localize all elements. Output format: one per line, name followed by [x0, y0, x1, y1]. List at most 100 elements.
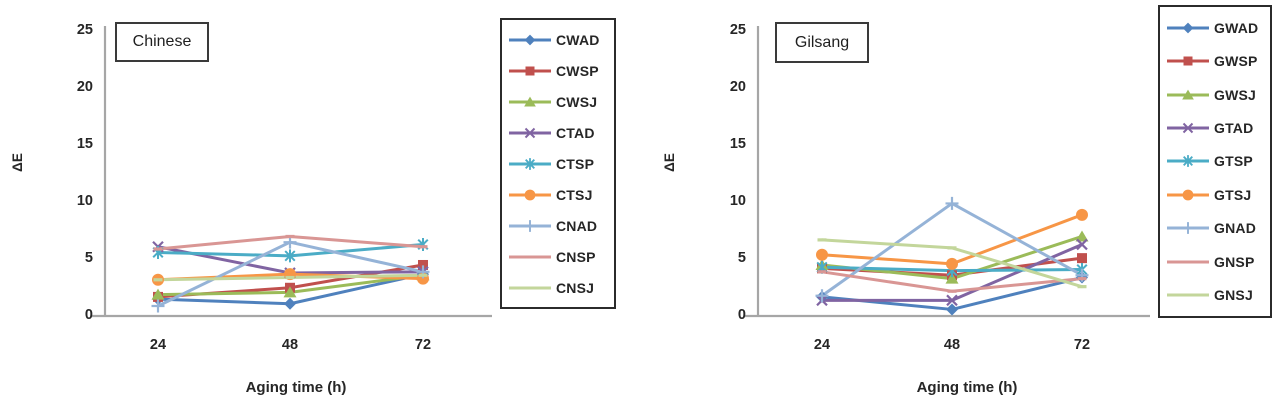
series-marker-CNSJ [153, 278, 163, 282]
legend-marker-glyph [525, 66, 535, 75]
legend-item-GNAD: GNAD [1165, 218, 1265, 238]
series-marker-CNAD [151, 299, 165, 313]
chart-title: Chinese [115, 22, 209, 62]
legend-marker-glyph [524, 96, 536, 106]
series-line-GTSJ [820, 213, 1084, 266]
series-marker-CWSJ [283, 286, 297, 298]
legend-marker-glyph [524, 34, 536, 45]
series-marker-GNAD [945, 196, 959, 210]
legend-marker-glyph [524, 189, 536, 200]
legend-marker-glyph [1182, 122, 1194, 134]
x-marker-icon [1167, 122, 1209, 134]
y-axis-label: ΔE [661, 153, 677, 172]
series-marker-GTSJ [946, 257, 958, 270]
legend-marker-glyph [525, 286, 535, 289]
legend-marker-glyph [525, 255, 535, 258]
series-marker-CWSJ [151, 288, 165, 300]
legend-item-CNAD: CNAD [507, 216, 609, 236]
legend-item-GWSJ: GWSJ [1165, 85, 1265, 105]
y-tick-label: 25 [77, 22, 93, 38]
diamond-marker-icon [509, 34, 551, 45]
legend-item-label: GWSJ [1214, 86, 1257, 103]
legend-item-GWAD: GWAD [1165, 18, 1265, 38]
series-marker-CWSP [418, 259, 428, 270]
legend-item-CTSP: CTSP [507, 154, 609, 174]
series-marker-GWSP [1077, 253, 1087, 264]
square-marker-icon [509, 66, 551, 75]
y-tick-label: 0 [85, 307, 93, 323]
y-tick-label: 5 [85, 250, 93, 266]
y-axis-label: ΔE [9, 153, 25, 172]
dash-marker-icon [1167, 293, 1209, 297]
legend-item-GTSJ: GTSJ [1165, 185, 1265, 205]
series-marker-GWSJ [1075, 230, 1089, 242]
series-marker-CNSP [153, 247, 163, 251]
legend-marker-glyph [524, 219, 536, 232]
dash-marker-icon [509, 286, 551, 289]
series-marker-CNSP [285, 234, 295, 239]
legend-item-label: CTSJ [556, 186, 593, 203]
x-tick-label: 48 [282, 337, 298, 353]
legend: GWAD GWSP GWSJ GTAD GTSP GTSJ GNAD GNSP GNSJ [1158, 5, 1272, 318]
x-tick-label: 48 [944, 337, 960, 353]
legend-item-label: CWAD [556, 31, 600, 48]
series-marker-GNSP [817, 270, 827, 274]
series-marker-GTAD [946, 294, 958, 307]
series-marker-GTAD [1076, 238, 1088, 251]
legend-marker-glyph [1183, 260, 1193, 264]
series-marker-GNSJ [817, 238, 827, 242]
series-marker-GWSJ [945, 272, 959, 284]
dash-marker-icon [1167, 260, 1209, 264]
legend-item-label: GTSJ [1214, 186, 1252, 203]
y-tick-label: 25 [730, 22, 746, 38]
x-axis-label: Aging time (h) [245, 379, 347, 396]
dash-marker-icon [509, 255, 551, 258]
chart-panel-gilsang: 0 5 10 15 20 25 24 48 72 ΔE Gilsang Aging time (… [640, 0, 1279, 410]
series-marker-CNSJ [285, 275, 295, 280]
legend-item-GTAD: GTAD [1165, 118, 1265, 138]
y-tick-label: 5 [738, 250, 746, 266]
legend-marker-glyph [1182, 222, 1194, 235]
legend-item-label: CTAD [556, 124, 595, 141]
legend-item-GNSP: GNSP [1165, 252, 1265, 272]
y-tick-label: 15 [730, 136, 746, 152]
square-marker-icon [1167, 56, 1209, 66]
series-marker-CWAD [284, 297, 296, 310]
series-marker-CNSJ [418, 273, 428, 277]
legend-item-GNSJ: GNSJ [1165, 285, 1265, 305]
chart-panel-chinese: 0 5 10 15 20 25 24 48 72 ΔE Chinese Aging time (… [9, 18, 616, 396]
legend-item-CWSJ: CWSJ [507, 92, 609, 112]
triangle-marker-icon [1167, 89, 1209, 100]
asterisk-marker-icon [1167, 155, 1209, 168]
legend-marker-glyph [1182, 22, 1194, 34]
y-tick-label: 15 [77, 136, 93, 152]
legend-item-CNSP: CNSP [507, 247, 609, 267]
legend-item-label: CNAD [556, 217, 598, 234]
series-marker-CNSP [418, 245, 428, 249]
legend-marker-glyph [1183, 293, 1193, 297]
series-marker-GNSJ [947, 246, 957, 250]
y-tick-label: 20 [730, 79, 746, 95]
legend-item-label: GWSP [1214, 53, 1258, 70]
legend-item-CWSP: CWSP [507, 61, 609, 81]
series-marker-GNSJ [1077, 285, 1087, 289]
legend-marker-glyph [1183, 155, 1193, 168]
x-axis-label: Aging time (h) [916, 379, 1018, 396]
plus-marker-icon [509, 219, 551, 232]
legend-item-label: GNSP [1214, 253, 1255, 270]
triangle-marker-icon [509, 96, 551, 106]
series-marker-GTSJ [816, 248, 828, 261]
series-marker-CTSP [284, 249, 296, 263]
series-marker-GTSJ [1076, 208, 1088, 221]
series-marker-GNAD [815, 289, 829, 303]
x-tick-label: 72 [1074, 337, 1090, 353]
legend-item-GWSP: GWSP [1165, 51, 1265, 71]
legend-item-CNSJ: CNSJ [507, 278, 609, 298]
legend-item-label: GTSP [1214, 153, 1253, 170]
legend-item-label: CWSJ [556, 93, 598, 110]
circle-marker-icon [1167, 189, 1209, 201]
series-marker-GNSP [947, 289, 957, 293]
asterisk-marker-icon [509, 157, 551, 170]
legend-marker-glyph [524, 127, 536, 138]
